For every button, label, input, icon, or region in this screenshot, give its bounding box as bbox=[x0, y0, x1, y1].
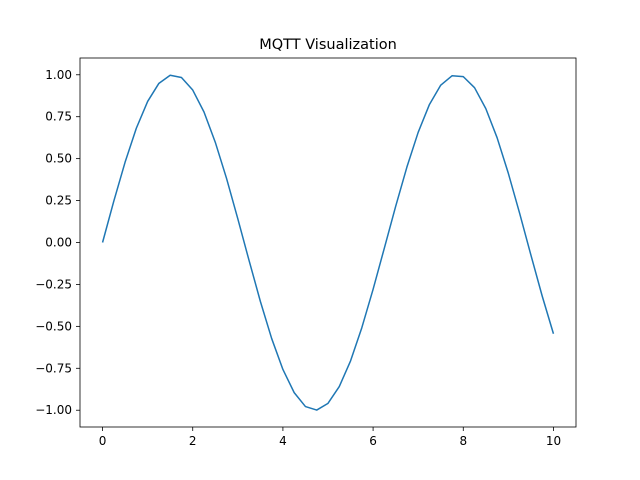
x-tick-label: 0 bbox=[99, 434, 107, 448]
x-tick-label: 6 bbox=[369, 434, 377, 448]
x-tick-label: 10 bbox=[546, 434, 561, 448]
y-tick-label: 0.25 bbox=[45, 194, 72, 208]
x-tick-label: 8 bbox=[459, 434, 467, 448]
y-tick-label: −1.00 bbox=[35, 403, 72, 417]
series-line-0 bbox=[101, 74, 555, 411]
x-tick-label: 2 bbox=[189, 434, 197, 448]
y-tick-label: −0.25 bbox=[35, 277, 72, 291]
y-tick-label: 1.00 bbox=[45, 68, 72, 82]
y-tick-label: 0.00 bbox=[45, 236, 72, 250]
chart-title: MQTT Visualization bbox=[259, 37, 397, 53]
y-tick-label: −0.75 bbox=[35, 361, 72, 375]
y-tick-label: −0.50 bbox=[35, 319, 72, 333]
y-tick-label: 0.50 bbox=[45, 152, 72, 166]
plot-area: 0 2 4 6 8 10 −1.00 −0.75 −0.50 −0.25 0.00 0.25 0.50 0… bbox=[35, 57, 577, 448]
x-tick-label: 4 bbox=[279, 434, 287, 448]
y-tick-label: 0.75 bbox=[45, 110, 72, 124]
